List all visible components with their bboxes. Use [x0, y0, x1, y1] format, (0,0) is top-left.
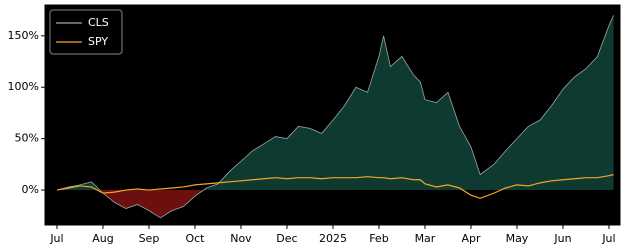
- y-tick-label: 0%: [22, 183, 39, 196]
- series-line: [56, 174, 614, 199]
- x-tick-label: Dec: [276, 232, 297, 245]
- x-tick-label: Feb: [369, 232, 388, 245]
- x-tick-label: Oct: [185, 232, 205, 245]
- y-tick-label: 50%: [15, 132, 39, 145]
- legend-label: CLS: [88, 16, 109, 29]
- plot-frame: [44, 4, 621, 226]
- legend-label: SPY: [88, 35, 108, 48]
- area-above: [56, 15, 614, 191]
- x-tick-label: Sep: [139, 232, 160, 245]
- x-tick-label: Apr: [461, 232, 481, 245]
- y-tick-label: 150%: [8, 29, 39, 42]
- legend-box: [49, 9, 123, 55]
- x-tick-label: Jun: [553, 232, 571, 245]
- y-tick-label: 100%: [8, 80, 39, 93]
- x-tick-label: Jul: [601, 232, 615, 245]
- x-tick-label: May: [506, 232, 529, 245]
- x-tick-label: Jul: [49, 232, 63, 245]
- x-tick-label: Mar: [415, 232, 436, 245]
- x-tick-label: Aug: [92, 232, 113, 245]
- series-line: [56, 15, 614, 219]
- x-tick-label: 2025: [319, 232, 347, 245]
- x-tick-label: Nov: [230, 232, 252, 245]
